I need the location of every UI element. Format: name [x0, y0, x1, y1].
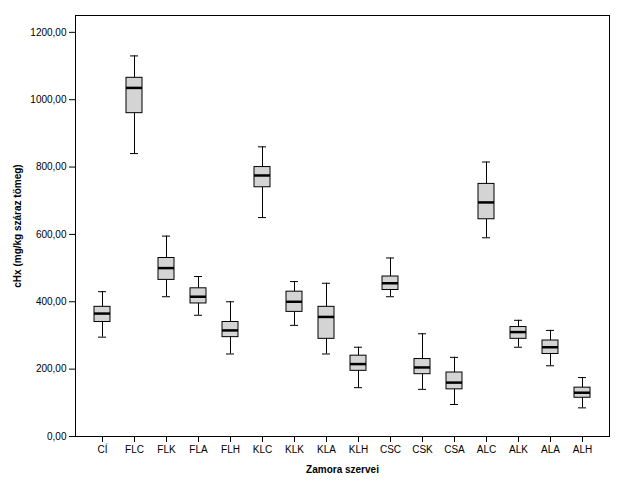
svg-text:CSC: CSC: [380, 444, 401, 455]
svg-text:KLH: KLH: [349, 444, 368, 455]
svg-text:CSK: CSK: [412, 444, 433, 455]
svg-text:KLA: KLA: [317, 444, 336, 455]
svg-text:1000,00: 1000,00: [30, 94, 67, 105]
svg-text:FLK: FLK: [157, 444, 176, 455]
svg-text:400,00: 400,00: [36, 296, 67, 307]
svg-text:FLH: FLH: [221, 444, 240, 455]
svg-text:600,00: 600,00: [36, 229, 67, 240]
svg-text:KLK: KLK: [285, 444, 304, 455]
svg-text:ALA: ALA: [541, 444, 560, 455]
svg-text:cHx (mg/kg száraz tömeg): cHx (mg/kg száraz tömeg): [12, 164, 23, 287]
svg-text:CÍ: CÍ: [98, 443, 108, 455]
svg-text:FLC: FLC: [125, 444, 144, 455]
svg-text:0,00: 0,00: [47, 431, 67, 442]
svg-text:ALC: ALC: [477, 444, 496, 455]
svg-text:ALK: ALK: [509, 444, 528, 455]
svg-text:FLA: FLA: [189, 444, 208, 455]
svg-text:CSA: CSA: [444, 444, 465, 455]
svg-text:200,00: 200,00: [36, 363, 67, 374]
svg-text:ALH: ALH: [573, 444, 592, 455]
svg-text:Zamora szervei: Zamora szervei: [306, 464, 379, 475]
svg-text:800,00: 800,00: [36, 161, 67, 172]
svg-text:1200,00: 1200,00: [30, 27, 67, 38]
svg-text:KLC: KLC: [253, 444, 272, 455]
